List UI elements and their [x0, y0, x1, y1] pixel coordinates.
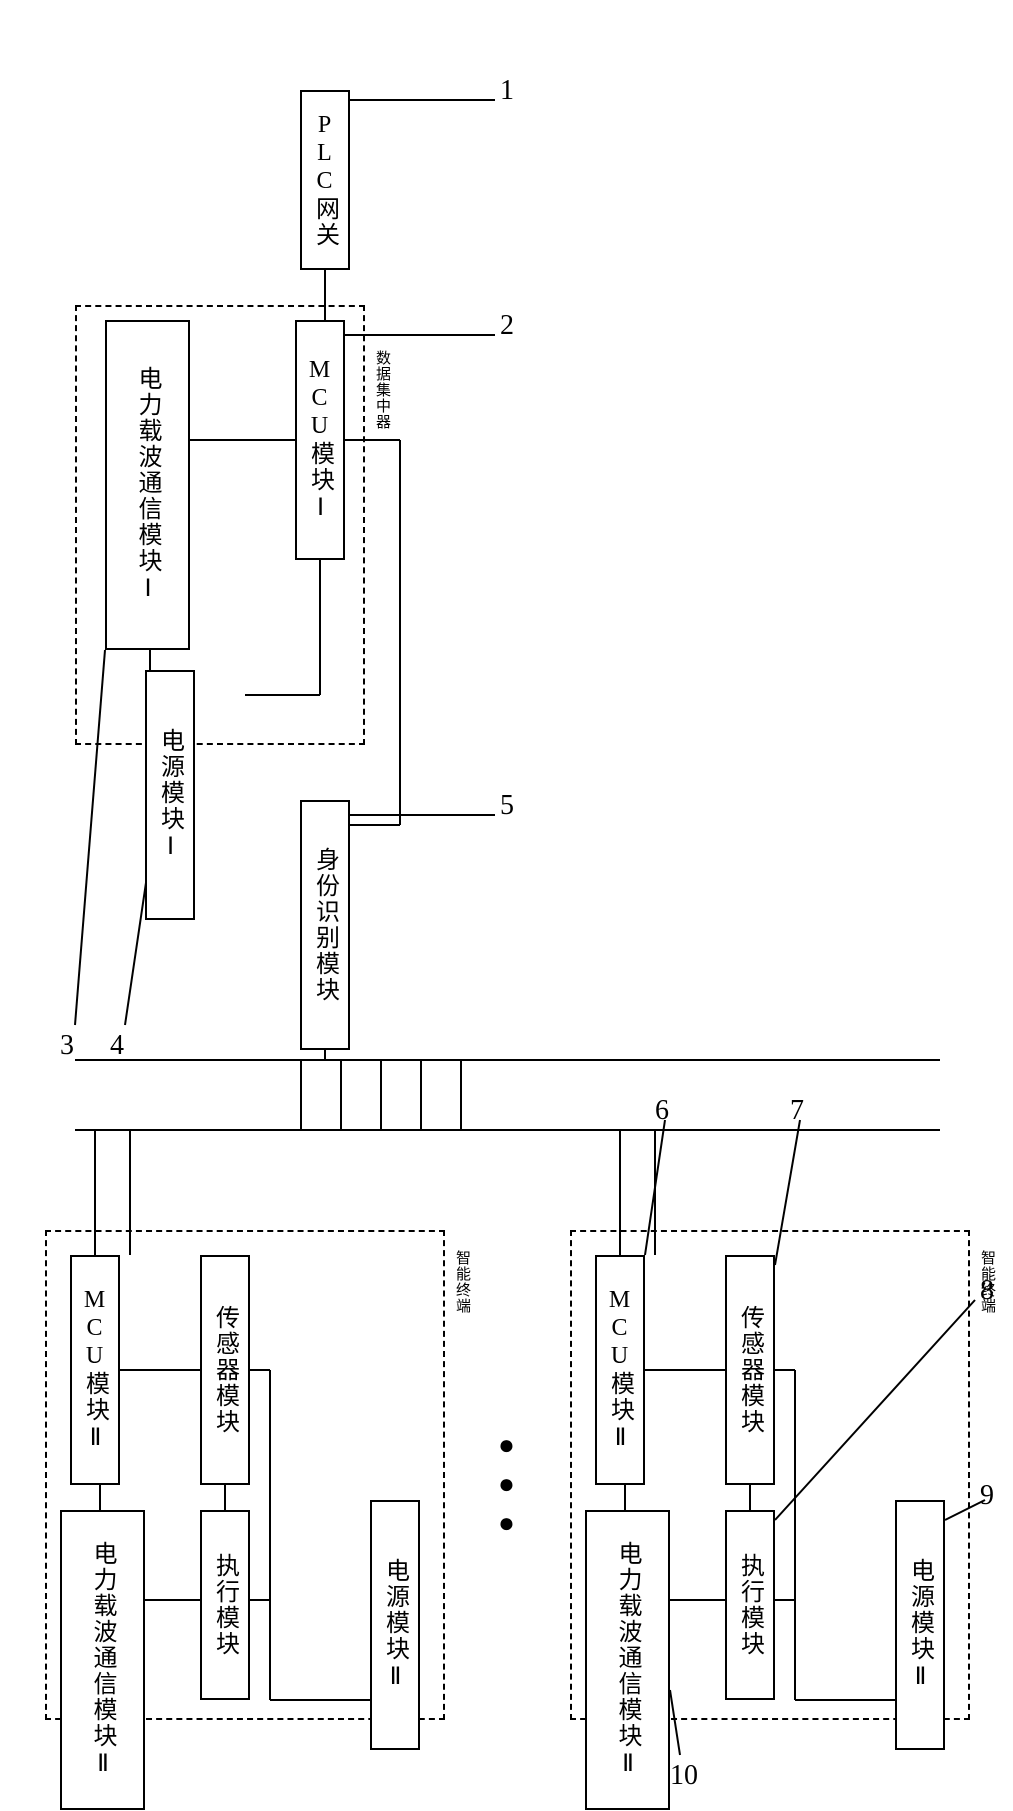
plc-gateway-box: PLC网关: [300, 90, 350, 270]
plc-comm1-box: 电力载波通信模块Ⅰ: [105, 320, 190, 650]
plc-comm2-right-label: 电力载波通信模块Ⅱ: [610, 1541, 645, 1779]
smart-terminal-left-label: 智能终端: [452, 1250, 473, 1314]
data-concentrator-label: 数据集中器: [372, 350, 393, 430]
plc-gateway-label: PLC网关: [308, 112, 343, 248]
sensor-left-box: 传感器模块: [200, 1255, 250, 1485]
mcu2-left-box: MCU模块Ⅱ: [70, 1255, 120, 1485]
bus-tick: [420, 1060, 422, 1130]
ref-6: 6: [655, 1095, 669, 1127]
ref-1: 1: [500, 75, 514, 107]
actuator-right-label: 执行模块: [733, 1553, 768, 1657]
ellipsis: ●●●: [490, 1430, 522, 1547]
power1-label: 电源模块Ⅰ: [153, 728, 188, 862]
ref-9: 9: [980, 1480, 994, 1512]
power2-right-box: 电源模块Ⅱ: [895, 1500, 945, 1750]
power1-box: 电源模块Ⅰ: [145, 670, 195, 920]
plc-comm1-label: 电力载波通信模块Ⅰ: [130, 366, 165, 604]
bus-tick: [340, 1060, 342, 1130]
actuator-left-label: 执行模块: [208, 1553, 243, 1657]
mcu1-box: MCU模块Ⅰ: [295, 320, 345, 560]
mcu1-label: MCU模块Ⅰ: [303, 357, 338, 523]
plc-comm2-right-box: 电力载波通信模块Ⅱ: [585, 1510, 670, 1810]
ref-2: 2: [500, 310, 514, 342]
sensor-right-label: 传感器模块: [733, 1305, 768, 1435]
identity-label: 身份识别模块: [308, 847, 343, 1003]
mcu2-right-box: MCU模块Ⅱ: [595, 1255, 645, 1485]
ref-8: 8: [980, 1275, 994, 1307]
actuator-left-box: 执行模块: [200, 1510, 250, 1700]
sensor-right-box: 传感器模块: [725, 1255, 775, 1485]
bus-tick: [380, 1060, 382, 1130]
power2-left-box: 电源模块Ⅱ: [370, 1500, 420, 1750]
bus-tick: [460, 1060, 462, 1130]
ref-5: 5: [500, 790, 514, 822]
sensor-left-label: 传感器模块: [208, 1305, 243, 1435]
ref-4: 4: [110, 1030, 124, 1062]
actuator-right-box: 执行模块: [725, 1510, 775, 1700]
ref-3: 3: [60, 1030, 74, 1062]
identity-box: 身份识别模块: [300, 800, 350, 1050]
power2-left-label: 电源模块Ⅱ: [378, 1558, 413, 1692]
plc-comm2-left-box: 电力载波通信模块Ⅱ: [60, 1510, 145, 1810]
ref-7: 7: [790, 1095, 804, 1127]
plc-comm2-left-label: 电力载波通信模块Ⅱ: [85, 1541, 120, 1779]
power2-right-label: 电源模块Ⅱ: [903, 1558, 938, 1692]
bus-tick: [300, 1060, 302, 1130]
mcu2-right-label: MCU模块Ⅱ: [603, 1287, 638, 1453]
mcu2-left-label: MCU模块Ⅱ: [78, 1287, 113, 1453]
ref-10: 10: [670, 1760, 698, 1792]
